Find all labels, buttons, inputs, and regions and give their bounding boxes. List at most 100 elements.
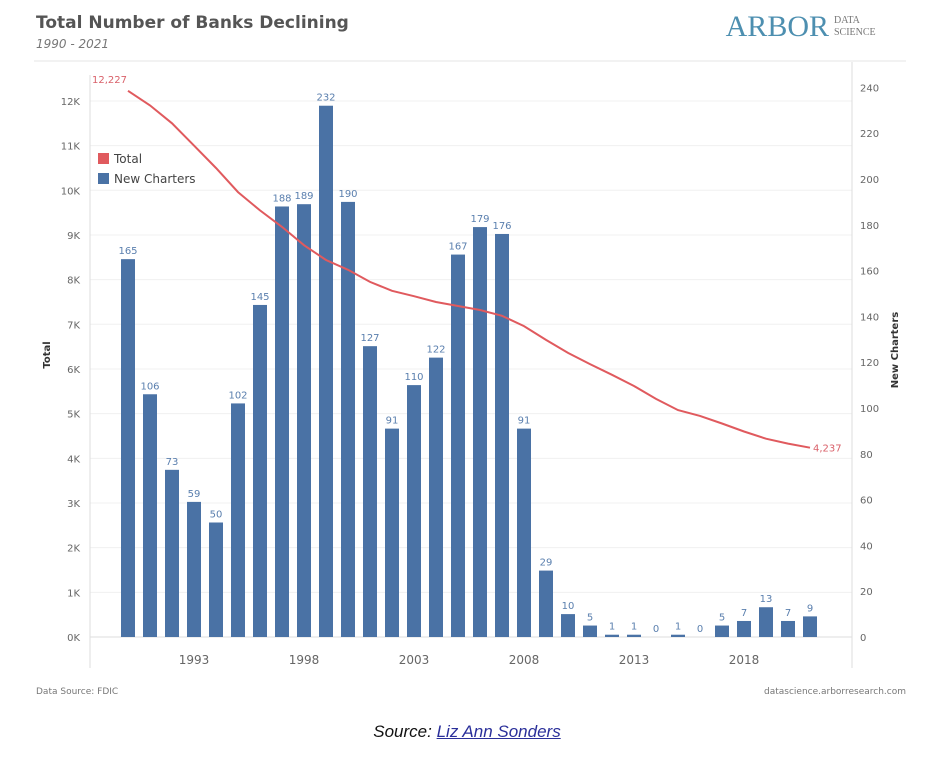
bar-data-label: 176 [492,221,511,232]
source-caption: Source: Liz Ann Sonders [0,722,934,742]
y-tick-label-left: 7K [67,320,80,331]
bar-data-label: 7 [785,608,791,619]
footer-website: datascience.arborresearch.com [764,687,906,697]
y-tick-label-right: 0 [860,633,866,644]
line-total [127,89,811,449]
bar-data-label: 127 [360,333,379,344]
bar-new-charters [209,522,223,637]
y-tick-label-right: 60 [860,496,873,507]
bar-new-charters [385,428,399,637]
bar-data-label: 102 [228,390,247,401]
chart-subtitle: 1990 - 2021 [36,37,109,51]
legend-label-charters: New Charters [114,172,196,186]
bar-new-charters [319,105,333,638]
x-tick-label: 2018 [729,653,760,667]
y-tick-label-left: 2K [67,544,80,555]
bar-data-label: 189 [294,191,313,202]
y-tick-label-left: 5K [67,410,80,421]
y-tick-label-right: 80 [860,450,873,461]
y-tick-label-right: 100 [860,404,879,415]
bar-new-charters [737,620,751,637]
y-tick-label-left: 1K [67,588,80,599]
source-label: Source: [373,722,432,741]
bar-new-charters [407,385,421,637]
bar-new-charters [187,501,201,637]
bar-data-label: 7 [741,608,747,619]
x-tick-label: 2008 [509,653,540,667]
bar-data-label: 0 [653,624,659,635]
y-tick-label-left: 8K [67,276,80,287]
line-label-first: 12,227 [92,75,127,86]
y-tick-label-left: 0K [67,633,80,644]
y-axis-title-right: New Charters [890,312,901,389]
bar-new-charters [583,625,597,637]
bar-new-charters [253,304,267,637]
y-tick-label-left: 6K [67,365,80,376]
legend: Total New Charters [98,152,196,186]
bar-data-label: 165 [118,246,137,257]
bar-new-charters [803,616,817,637]
legend-swatch-total [98,153,109,164]
y-tick-label-right: 160 [860,267,879,278]
bar-new-charters [671,634,685,637]
bar-data-label: 5 [719,613,725,624]
bar-data-label: 179 [470,214,489,225]
bar-new-charters [297,204,311,637]
arbor-logo: ARBOR DATA SCIENCE [726,10,876,43]
bar-data-label: 1 [631,622,637,633]
bar-data-label: 50 [210,510,223,521]
bar-new-charters [561,614,575,637]
bar-new-charters [605,634,619,637]
logo-main: ARBOR [726,10,829,43]
line-label-last: 4,237 [813,444,842,455]
x-tick-label: 1993 [179,653,210,667]
bar-data-label: 232 [316,93,335,104]
legend-swatch-charters [98,173,109,184]
logo-sub1: DATA [834,15,861,26]
y-tick-label-right: 40 [860,541,873,552]
bar-data-label: 1 [675,622,681,633]
bar-data-label: 0 [697,624,703,635]
bar-data-label: 190 [338,189,357,200]
bar-new-charters [275,206,289,638]
x-tick-label: 2003 [399,653,430,667]
bar-new-charters [363,346,377,637]
bar-data-label: 13 [760,594,773,605]
bar-data-label: 5 [587,613,593,624]
chart-title: Total Number of Banks Declining [36,13,349,33]
bar-new-charters [495,233,509,637]
y-tick-label-left: 10K [61,186,81,197]
bar-new-charters [517,428,531,637]
bar-data-label: 122 [426,345,445,356]
y-tick-label-left: 9K [67,231,80,242]
y-tick-label-right: 140 [860,312,879,323]
bar-new-charters [715,625,729,637]
y-tick-label-right: 200 [860,175,879,186]
y-tick-label-right: 240 [860,83,879,94]
source-link[interactable]: Liz Ann Sonders [436,722,561,741]
y-tick-label-left: 4K [67,454,80,465]
logo-sub2: SCIENCE [834,27,876,38]
bar-data-label: 9 [807,603,813,614]
bar-new-charters [473,227,487,637]
bar-new-charters [121,259,135,637]
y-tick-label-right: 180 [860,221,879,232]
bar-data-label: 1 [609,622,615,633]
bar-new-charters [231,403,245,637]
bar-new-charters [451,254,465,637]
bar-data-label: 29 [540,558,553,569]
bar-new-charters [781,620,795,637]
bar-data-label: 59 [188,489,201,500]
y-axis-title-left: Total [42,341,53,368]
bar-new-charters [165,469,179,637]
bar-data-label: 10 [562,601,575,612]
footer-data-source: Data Source: FDIC [36,687,118,697]
bar-data-label: 73 [166,457,179,468]
y-tick-label-right: 20 [860,587,873,598]
bar-data-label: 110 [404,372,423,383]
bar-new-charters [429,357,443,637]
bar-new-charters [341,201,355,637]
bar-data-label: 167 [448,242,467,253]
